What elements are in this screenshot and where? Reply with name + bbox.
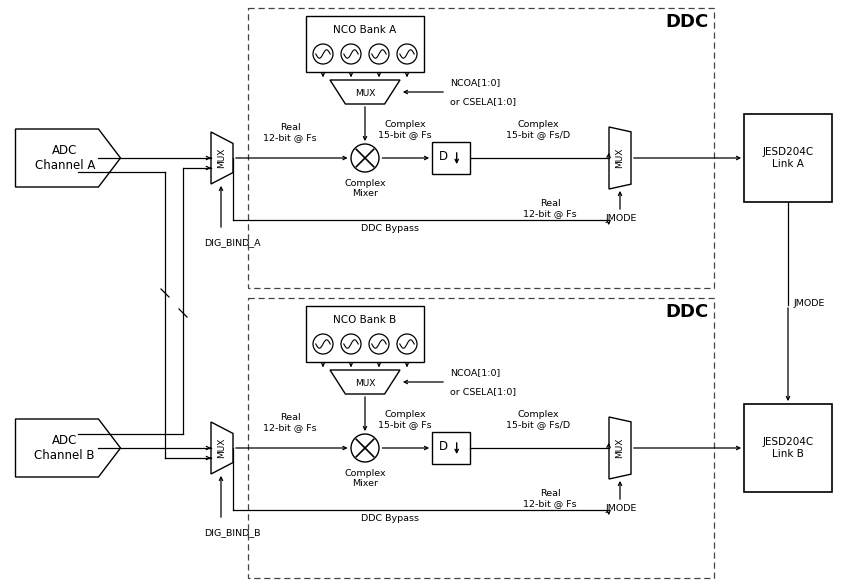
Circle shape	[351, 434, 379, 462]
Text: Complex
Mixer: Complex Mixer	[344, 179, 386, 198]
Text: MUX: MUX	[218, 148, 226, 168]
Text: DDC: DDC	[666, 303, 709, 321]
Bar	[248, 298, 714, 578]
Polygon shape	[211, 422, 233, 474]
Text: MUX: MUX	[355, 89, 375, 98]
Text: Real
12-bit @ Fs: Real 12-bit @ Fs	[523, 199, 577, 218]
Bar	[432, 142, 470, 174]
Text: Complex
15-bit @ Fs/D: Complex 15-bit @ Fs/D	[506, 119, 570, 139]
Text: D: D	[439, 151, 448, 163]
Bar	[744, 404, 832, 492]
Circle shape	[369, 334, 389, 354]
Circle shape	[369, 44, 389, 64]
Circle shape	[313, 334, 333, 354]
Text: DIG_BIND_B: DIG_BIND_B	[204, 528, 260, 537]
Text: Real
12-bit @ Fs: Real 12-bit @ Fs	[263, 123, 317, 142]
Bar	[744, 114, 832, 202]
Polygon shape	[15, 129, 120, 187]
Text: or CSELA[1:0]: or CSELA[1:0]	[450, 97, 516, 106]
Text: JMODE: JMODE	[606, 214, 637, 223]
Circle shape	[341, 44, 361, 64]
Text: NCOA[1:0]: NCOA[1:0]	[450, 368, 501, 377]
Bar	[306, 16, 424, 72]
Text: NCO Bank B: NCO Bank B	[334, 315, 396, 325]
Polygon shape	[330, 80, 400, 104]
Bar	[306, 306, 424, 362]
Text: or CSELA[1:0]: or CSELA[1:0]	[450, 387, 516, 396]
Text: Real
12-bit @ Fs: Real 12-bit @ Fs	[263, 413, 317, 432]
Text: ADC
Channel A: ADC Channel A	[35, 144, 95, 172]
Text: MUX: MUX	[355, 379, 375, 387]
Text: JMODE: JMODE	[794, 299, 825, 308]
Text: DIG_BIND_A: DIG_BIND_A	[203, 238, 260, 247]
Circle shape	[313, 44, 333, 64]
Text: Real
12-bit @ Fs: Real 12-bit @ Fs	[523, 489, 577, 508]
Polygon shape	[609, 417, 631, 479]
Text: DDC: DDC	[666, 13, 709, 31]
Text: DDC Bypass: DDC Bypass	[361, 224, 419, 233]
Circle shape	[397, 44, 417, 64]
Text: JESD204C
Link B: JESD204C Link B	[762, 437, 814, 459]
Text: Complex
Mixer: Complex Mixer	[344, 469, 386, 489]
Text: NCOA[1:0]: NCOA[1:0]	[450, 78, 501, 87]
Text: JESD204C
Link A: JESD204C Link A	[762, 147, 814, 169]
Text: MUX: MUX	[616, 148, 624, 168]
Text: MUX: MUX	[616, 438, 624, 458]
Polygon shape	[211, 132, 233, 184]
Text: Complex
15-bit @ Fs: Complex 15-bit @ Fs	[379, 119, 432, 139]
Polygon shape	[330, 370, 400, 394]
Bar	[432, 432, 470, 464]
Text: MUX: MUX	[218, 438, 226, 458]
Polygon shape	[15, 419, 120, 477]
Bar	[248, 8, 714, 288]
Text: Complex
15-bit @ Fs: Complex 15-bit @ Fs	[379, 410, 432, 429]
Circle shape	[351, 144, 379, 172]
Circle shape	[397, 334, 417, 354]
Polygon shape	[609, 127, 631, 189]
Text: Complex
15-bit @ Fs/D: Complex 15-bit @ Fs/D	[506, 410, 570, 429]
Text: NCO Bank A: NCO Bank A	[334, 25, 396, 35]
Circle shape	[341, 334, 361, 354]
Text: JMODE: JMODE	[606, 504, 637, 513]
Text: DDC Bypass: DDC Bypass	[361, 514, 419, 523]
Text: D: D	[439, 440, 448, 453]
Text: ADC
Channel B: ADC Channel B	[35, 434, 95, 462]
